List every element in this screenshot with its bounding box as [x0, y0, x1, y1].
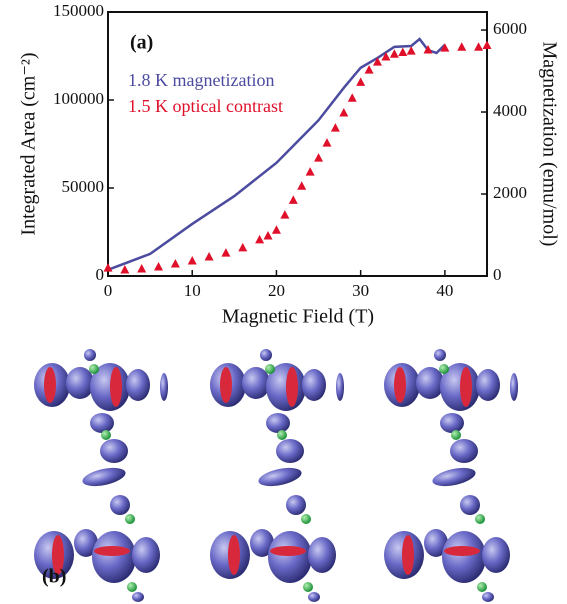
triangle-marker [389, 49, 399, 58]
triangle-marker [255, 234, 265, 244]
triangle-marker [280, 210, 290, 219]
triangle-marker [154, 262, 164, 271]
legend-label: 1.5 K optical contrast [128, 96, 283, 116]
triangle-marker [238, 242, 248, 252]
triangle-marker [482, 40, 492, 49]
triangle-marker [137, 263, 147, 273]
triangle-marker [330, 123, 340, 132]
panel-b-image [34, 349, 518, 602]
triangle-marker [297, 181, 307, 190]
triangle-marker [356, 77, 366, 86]
y2-tick-label: 0 [493, 265, 502, 284]
triangle-marker [103, 263, 113, 272]
x-tick-label: 20 [268, 281, 285, 300]
triangle-marker [120, 265, 130, 274]
y2-tick-label: 4000 [493, 101, 527, 120]
triangle-marker [381, 52, 391, 61]
triangle-marker [263, 231, 273, 240]
triangle-marker [347, 93, 357, 102]
x-tick-label: 30 [352, 281, 369, 300]
y2-tick-label: 6000 [493, 19, 527, 38]
panel-label-b: (b) [42, 566, 66, 588]
x-tick-label: 0 [104, 281, 113, 300]
y2-axis-label: Magnetization (emu/mol) [538, 42, 560, 247]
triangle-marker [204, 251, 214, 261]
panel-label-a: (a) [130, 32, 153, 54]
x-axis-label: Magnetic Field (T) [222, 306, 374, 328]
y-tick-label: 100000 [53, 89, 104, 108]
triangle-marker [373, 57, 383, 66]
triangle-marker [305, 167, 315, 176]
triangle-marker [322, 138, 332, 147]
y2-tick-label: 2000 [493, 183, 527, 202]
triangle-marker [440, 43, 450, 52]
series-line [107, 37, 446, 272]
y-axis-label: Integrated Area (cm⁻²) [18, 52, 40, 235]
triangle-marker [288, 195, 298, 204]
triangle-marker [398, 47, 408, 56]
y-tick-label: 50000 [62, 177, 105, 196]
y-tick-label: 0 [96, 265, 105, 284]
y-tick-label: 150000 [53, 1, 104, 20]
triangle-marker [187, 256, 197, 265]
triangle-marker [170, 259, 180, 268]
triangle-marker [314, 153, 324, 162]
triangle-marker [339, 108, 349, 117]
triangle-marker [406, 46, 416, 55]
triangle-marker [423, 45, 433, 54]
triangle-marker [457, 42, 467, 51]
x-tick-label: 10 [184, 281, 201, 300]
plot-frame [107, 11, 488, 277]
x-tick-label: 40 [436, 281, 453, 300]
triangle-marker [364, 65, 374, 74]
legend-label: 1.8 K magnetization [128, 70, 274, 90]
triangle-marker [271, 225, 281, 234]
triangle-marker [474, 42, 484, 51]
triangle-marker [221, 248, 231, 257]
